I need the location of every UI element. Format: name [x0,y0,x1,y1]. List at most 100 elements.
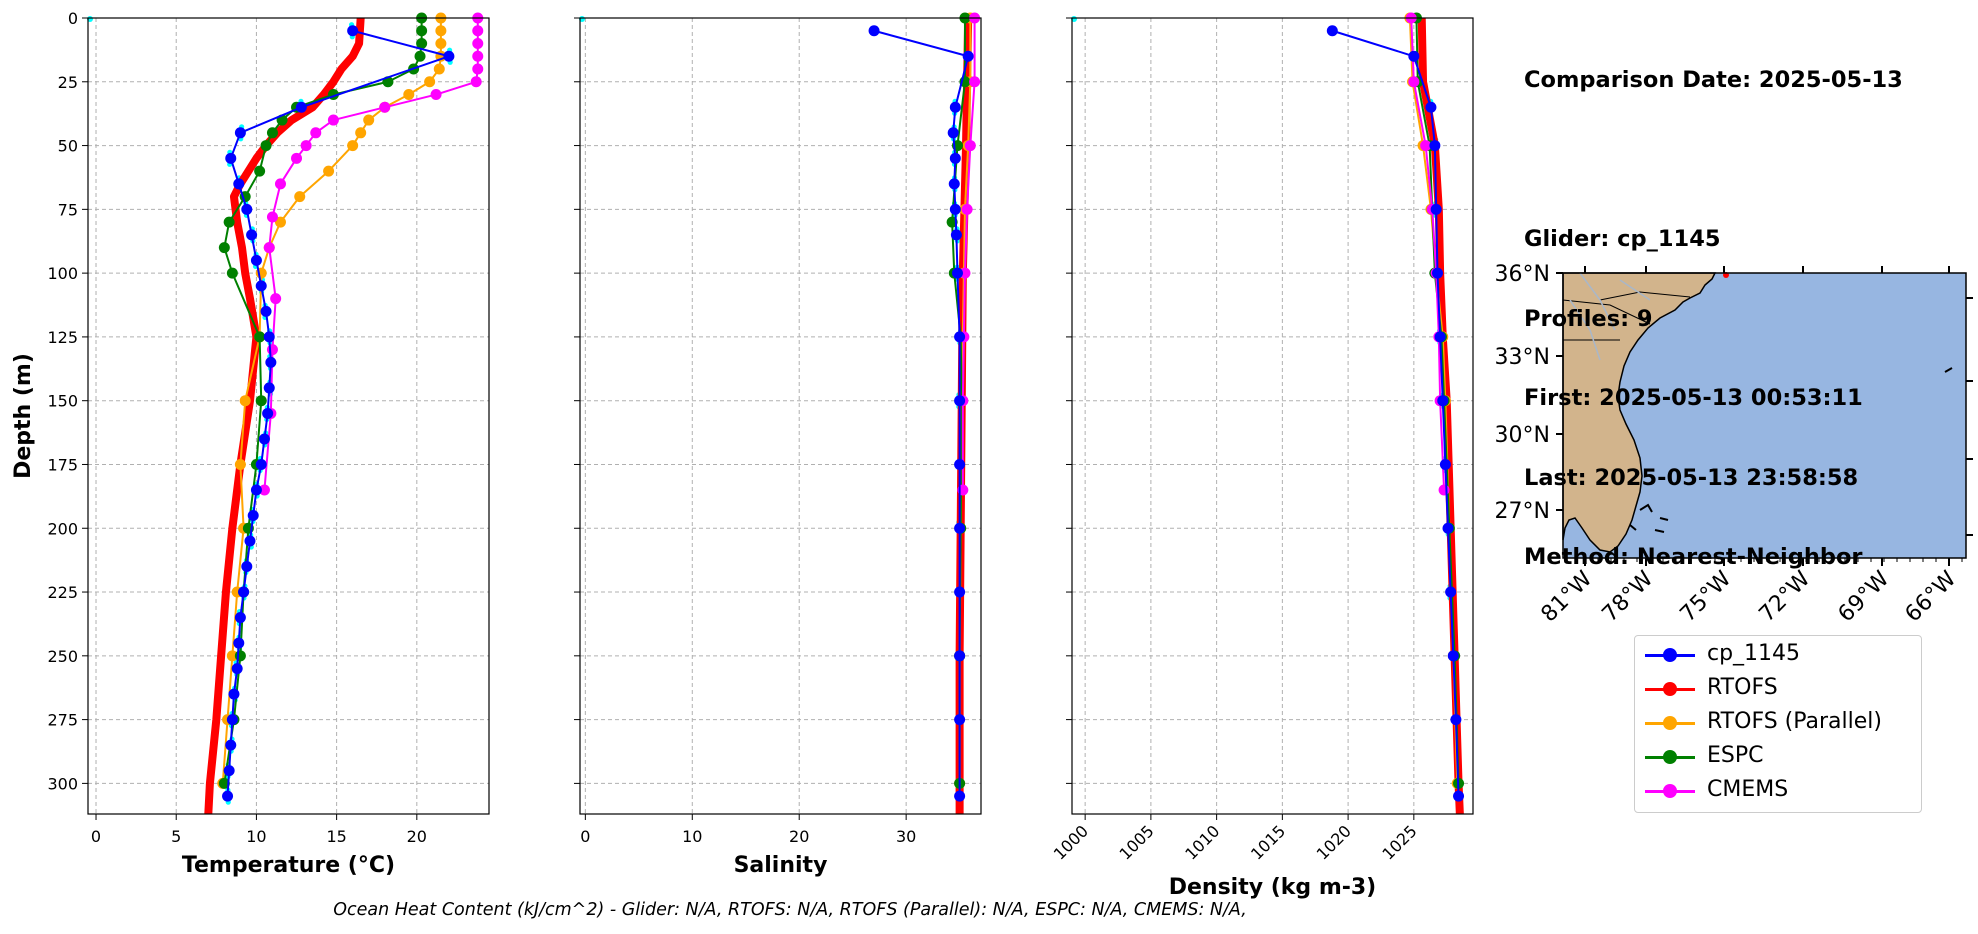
series-point [234,650,246,662]
series-point [266,127,278,139]
series-point [238,586,250,598]
series-point [260,140,272,152]
series-point [433,63,445,75]
y-axis-label: Depth (m) [11,353,36,479]
map-islands [1629,367,1953,533]
series-point [255,395,267,407]
series-point [226,714,238,726]
series-point [223,765,235,777]
legend-item-rtofs: RTOFS [1635,672,1978,706]
series-point [265,356,277,368]
profile-count: Profiles: 9 [1524,305,1653,332]
series-point [951,267,963,279]
series-point [948,178,960,190]
lat-tick-label: 30°N [1495,423,1550,448]
legend-marker [1663,784,1677,798]
series-point [218,777,230,789]
series-point [472,25,484,37]
lon-tick-label: 66°W [1901,566,1962,627]
series-point [247,510,259,521]
series-point [403,89,415,101]
series-point [263,242,275,254]
series-point [218,242,230,254]
series-line-cp-1145 [1332,29,1460,797]
series-point [1438,484,1450,496]
series-point [435,38,447,50]
map-frame [1562,272,1967,559]
series-point [327,114,339,126]
series-point [470,76,482,88]
series-point [270,293,282,305]
last-time: Last: 2025-05-13 23:58:58 [1524,464,1859,491]
series-point [323,165,335,177]
legend-marker [1663,682,1677,696]
y-tick-label: 175 [47,455,78,474]
legend-label: RTOFS [1707,675,1778,700]
series-point [1453,790,1465,802]
series-point [414,50,426,62]
x-axis-label: Salinity [734,853,828,878]
ocean-heat-content-caption: Ocean Heat Content (kJ/cm^2) - Glider: N… [333,900,1247,920]
y-tick-label: 300 [47,774,78,793]
x-tick-label: 1010 [1181,821,1223,863]
series-point [250,254,262,266]
series-point [295,101,307,113]
legend-item-espc: ESPC [1635,740,1978,774]
series-point [233,637,245,649]
series-point [226,650,238,662]
y-tick-label: 150 [47,392,78,411]
legend-label: CMEMS [1707,777,1789,802]
series-point [291,152,303,164]
series-point [258,433,270,445]
x-tick-label: 1020 [1313,821,1355,863]
series-point [274,216,286,228]
series-point [954,650,966,662]
legend-item-rtofs-parallel: RTOFS (Parallel) [1635,706,1978,740]
axes-frame [1071,17,1474,815]
series-point [310,127,322,139]
x-tick-label: 0 [91,827,101,846]
first-time: First: 2025-05-13 00:53:11 [1524,385,1863,411]
map-rivers [1569,272,1651,361]
legend-label: ESPC [1707,743,1764,768]
series-line-rtofs [204,17,365,815]
x-tick-label: 1015 [1247,821,1289,863]
series-point [961,203,973,215]
x-tick-label: 10 [682,827,702,846]
series-point [954,522,966,534]
series-point [424,76,436,88]
legend-label: RTOFS (Parallel) [1707,709,1882,734]
y-tick-label: 25 [58,73,78,92]
series-point [962,50,974,62]
series-point [254,165,266,177]
glider-name: Glider: cp_1145 [1524,226,1721,252]
y-tick-label: 75 [58,200,78,219]
x-tick-label: 5 [171,827,181,846]
series-point [260,305,272,317]
series-point [435,25,447,37]
series-point [416,25,428,37]
legend-marker [1663,750,1677,764]
x-tick-label: 1005 [1115,821,1157,863]
series-point [255,280,267,292]
series-point [954,586,966,598]
series-line-cmems [961,18,976,490]
series-line-cmems [1410,17,1446,491]
series-point [225,152,237,164]
series-point [1447,650,1459,662]
series-point [223,216,235,228]
axes-frame [579,17,982,815]
series-point [969,76,981,88]
lat-tick-label: 33°N [1495,345,1550,370]
x-tick-label: 20 [407,827,427,846]
y-tick-label: 0 [68,9,78,28]
series-point [954,331,966,343]
series-point [294,191,306,203]
series-point [241,203,253,215]
legend-marker [1663,648,1677,662]
series-point [241,561,253,573]
x-tick-label: 30 [896,827,916,846]
series-point [347,25,359,37]
legend-item-cmems: CMEMS [1635,774,1978,808]
series-point [1408,50,1420,62]
